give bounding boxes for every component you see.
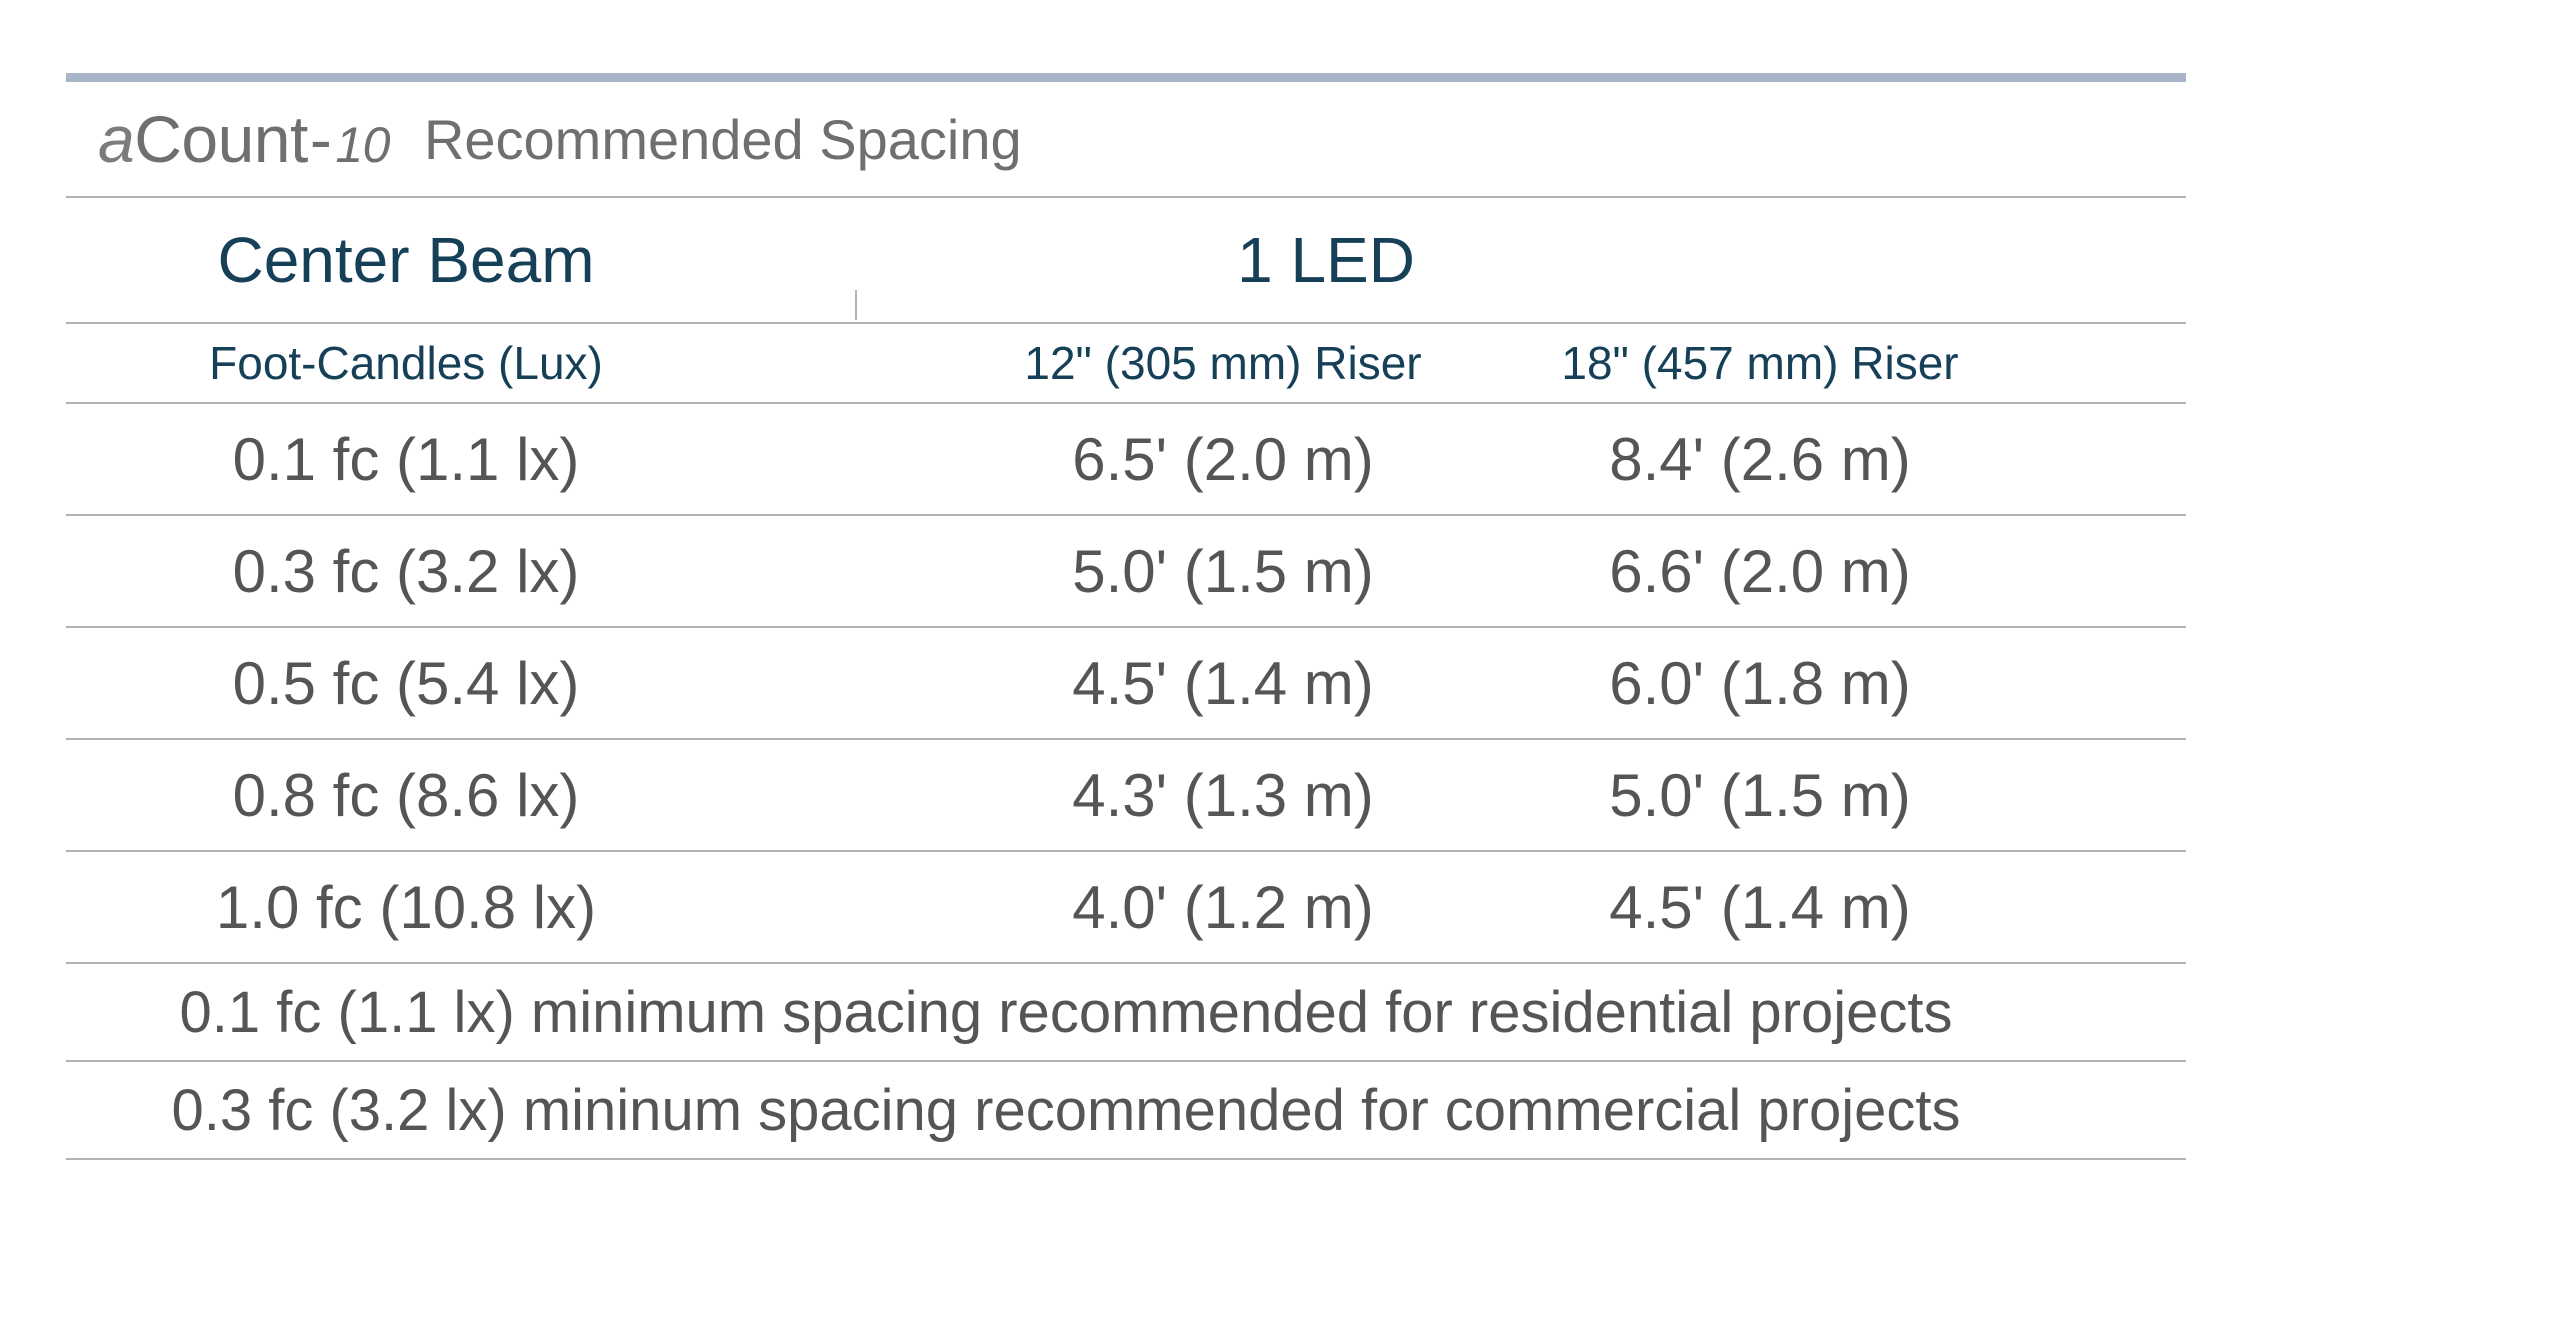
cell-18-riser: 6.0' (1.8 m) xyxy=(1609,649,1911,717)
cell-18-riser: 4.5' (1.4 m) xyxy=(1609,873,1911,941)
brand-name: Count xyxy=(134,102,308,176)
column-header-row: Foot-Candles (Lux) 12" (305 mm) Riser 18… xyxy=(66,324,2186,404)
brand-dash: - xyxy=(309,102,332,176)
cell-foot-candles: 0.8 fc (8.6 lx) xyxy=(232,761,580,829)
cell-foot-candles: 0.1 fc (1.1 lx) xyxy=(232,425,580,493)
cell-12-riser: 6.5' (2.0 m) xyxy=(1072,425,1374,493)
brand-model: 10 xyxy=(335,117,390,173)
column-header-foot-candles: Foot-Candles (Lux) xyxy=(209,337,603,389)
cell-18-riser: 5.0' (1.5 m) xyxy=(1609,761,1911,829)
cell-18-riser: 6.6' (2.0 m) xyxy=(1609,537,1911,605)
table-row: 0.8 fc (8.6 lx) 4.3' (1.3 m) 5.0' (1.5 m… xyxy=(66,740,2186,852)
spacing-table: aCount-10 Recommended Spacing Center Bea… xyxy=(66,73,2186,1160)
cell-foot-candles: 0.3 fc (3.2 lx) xyxy=(232,537,580,605)
column-header-12-riser: 12" (305 mm) Riser xyxy=(1024,337,1422,389)
cell-18-riser: 8.4' (2.6 m) xyxy=(1609,425,1911,493)
table-row: 0.1 fc (1.1 lx) 6.5' (2.0 m) 8.4' (2.6 m… xyxy=(66,404,2186,516)
cell-12-riser: 4.3' (1.3 m) xyxy=(1072,761,1374,829)
table-row: 1.0 fc (10.8 lx) 4.0' (1.2 m) 4.5' (1.4 … xyxy=(66,852,2186,964)
table-row: 0.3 fc (3.2 lx) 5.0' (1.5 m) 6.6' (2.0 m… xyxy=(66,516,2186,628)
cell-12-riser: 5.0' (1.5 m) xyxy=(1072,537,1374,605)
cell-foot-candles: 0.5 fc (5.4 lx) xyxy=(232,649,580,717)
column-header-18-riser: 18" (457 mm) Riser xyxy=(1561,337,1959,389)
page-title: Recommended Spacing xyxy=(423,107,1022,171)
brand-prefix: a xyxy=(98,102,135,176)
note-residential: 0.1 fc (1.1 lx) minimum spacing recommen… xyxy=(66,964,2186,1062)
group-header-row: Center Beam 1 LED xyxy=(66,198,2186,324)
cell-foot-candles: 1.0 fc (10.8 lx) xyxy=(215,873,597,941)
group-header-led: 1 LED xyxy=(1237,224,1415,296)
table-title-row: aCount-10 Recommended Spacing xyxy=(66,82,2186,198)
group-header-center-beam: Center Beam xyxy=(217,224,595,296)
cell-12-riser: 4.5' (1.4 m) xyxy=(1072,649,1374,717)
note-commercial: 0.3 fc (3.2 lx) mininum spacing recommen… xyxy=(66,1062,2186,1160)
table-row: 0.5 fc (5.4 lx) 4.5' (1.4 m) 6.0' (1.8 m… xyxy=(66,628,2186,740)
header-divider-tick xyxy=(855,290,857,320)
cell-12-riser: 4.0' (1.2 m) xyxy=(1072,873,1374,941)
top-accent-rule xyxy=(66,73,2186,82)
product-logo: aCount-10 xyxy=(98,106,390,172)
